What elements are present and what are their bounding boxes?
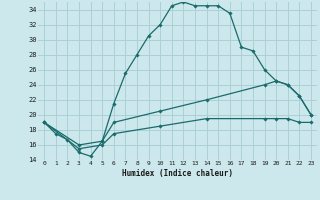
X-axis label: Humidex (Indice chaleur): Humidex (Indice chaleur) <box>122 169 233 178</box>
